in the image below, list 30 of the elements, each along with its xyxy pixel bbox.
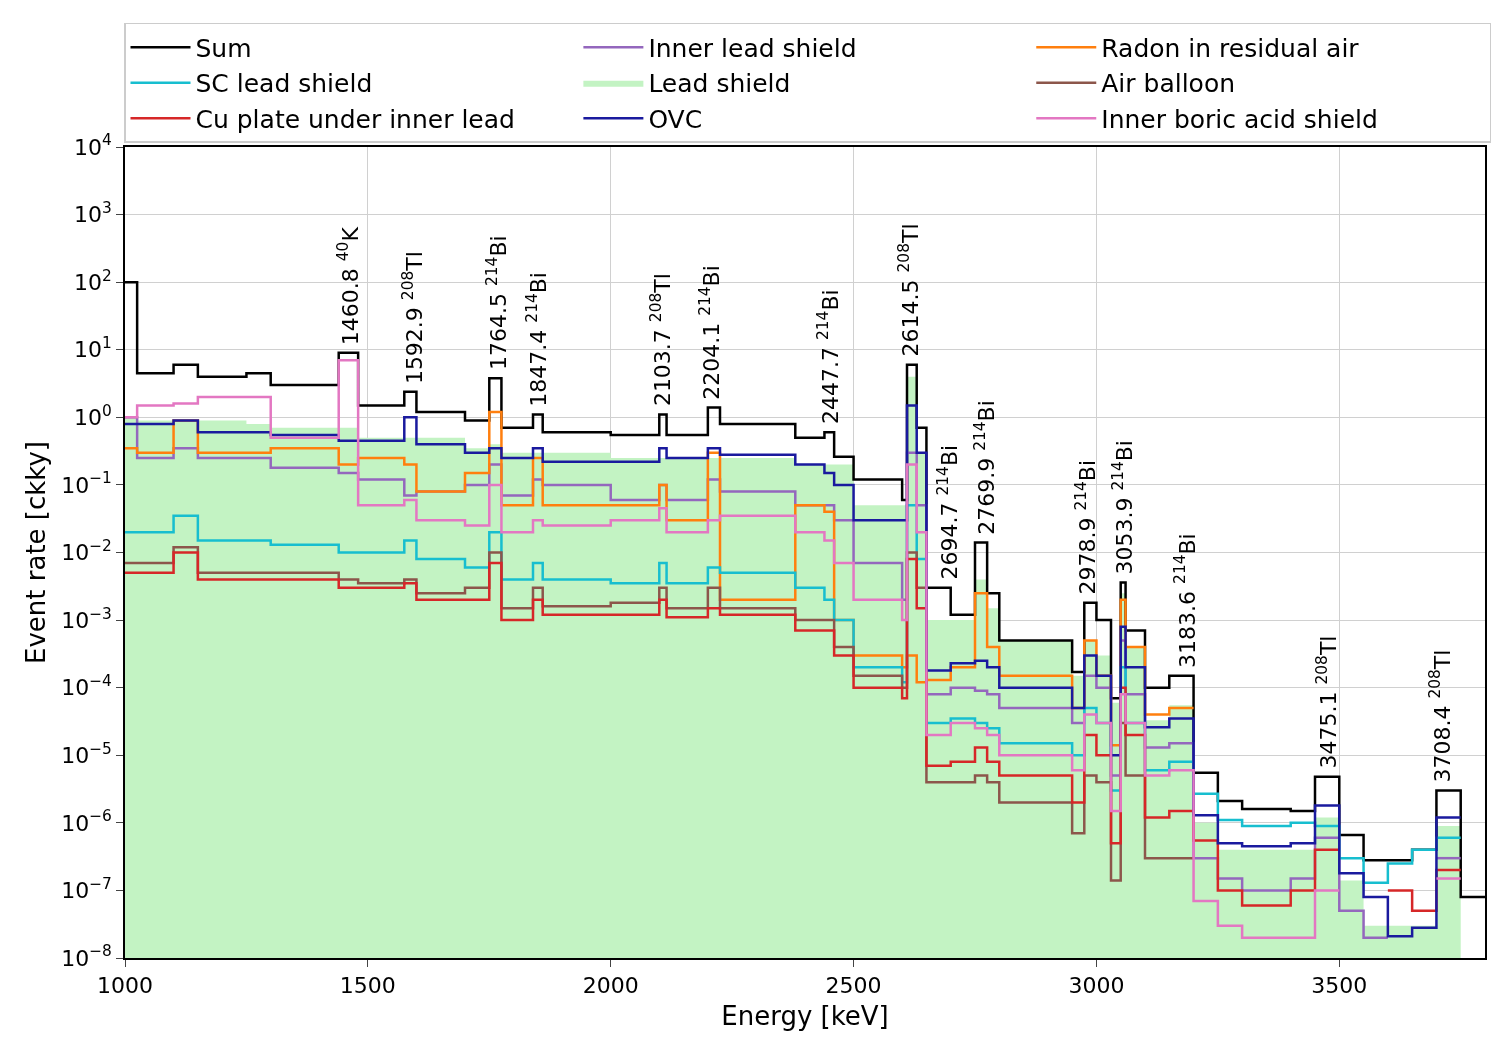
y-tick-label: 10$^{−8}$ [61,942,112,971]
legend-label: Air balloon [1101,69,1236,99]
legend-label: Cu plate under inner lead [195,104,515,134]
x-tick-label: 3500 [1311,973,1368,999]
y-tick-label: 10$^{−6}$ [61,807,112,836]
legend-label: Inner boric acid shield [1101,104,1378,134]
y-tick-label: 10$^{−3}$ [61,604,112,633]
x-tick-label: 1000 [97,973,153,999]
legend-label: OVC [648,104,703,134]
y-tick-label: 10$^{2}$ [74,266,112,295]
y-tick-label: 10$^{−4}$ [61,672,112,701]
y-tick-label: 10$^{3}$ [74,199,112,228]
legend-label: Inner lead shield [648,33,857,63]
y-tick-label: 10$^{0}$ [74,401,112,431]
y-axis-title: Event rate [ckky] [21,441,52,664]
x-axis-title: Energy [keV] [721,1001,889,1032]
x-tick-label: 2500 [825,973,882,999]
y-tick-label: 10$^{4}$ [74,131,112,160]
y-tick-label: 10$^{−2}$ [61,536,112,566]
x-tick-label: 3000 [1068,973,1125,999]
legend-label: Lead shield [648,69,791,99]
legend-label: Sum [195,33,252,63]
y-tick-label: 10$^{1}$ [74,334,112,363]
y-tick-label: 10$^{−1}$ [61,469,112,498]
y-tick-label: 10$^{−5}$ [61,739,112,768]
x-tick-label: 1500 [339,973,396,999]
legend-label: SC lead shield [195,69,373,99]
y-tick-label: 10$^{−7}$ [61,874,112,904]
x-tick-label: 2000 [582,973,639,999]
legend-label: Radon in residual air [1101,33,1360,63]
